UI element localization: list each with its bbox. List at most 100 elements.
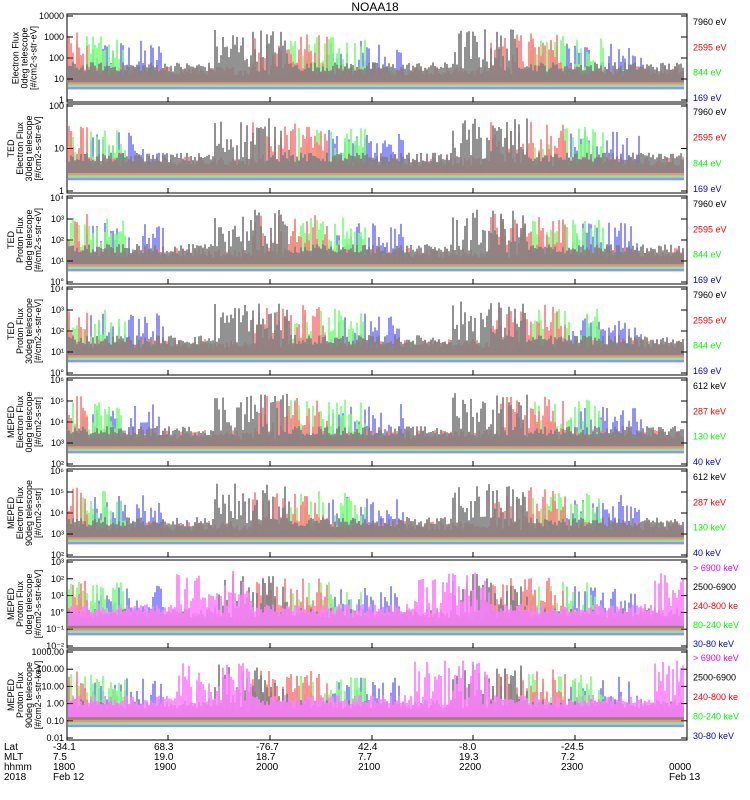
- x-tick-hhmm: 2100: [358, 762, 381, 773]
- y-axis-label: Electron Flux: [15, 122, 25, 175]
- y-axis-label: Electron Flux: [11, 31, 21, 84]
- x-row-label: MLT: [4, 752, 24, 763]
- legend-entry: 169 eV: [693, 93, 722, 103]
- y-axis-label: 0deg telescope: [24, 391, 34, 452]
- x-tick-hhmm: 0000: [669, 762, 692, 773]
- y-tick-label: 10¹: [51, 347, 64, 357]
- y-tick-label: 10²: [51, 235, 64, 245]
- legend-entry: 7960 eV: [693, 107, 727, 117]
- legend-entry: 2595 eV: [693, 224, 727, 234]
- y-tick-label: 10²: [51, 550, 64, 560]
- y-axis-label: [#/cm2-s-str-eV]: [29, 26, 39, 90]
- legend-entry: 30-80 keV: [693, 639, 734, 649]
- y-tick-label: 10³: [51, 305, 64, 315]
- x-tick-lat: -24.5: [561, 742, 584, 753]
- y-axis-label: Electron Flux: [15, 395, 25, 448]
- y-tick-label: 10⁶: [50, 375, 64, 385]
- x-row-label: hhmm: [4, 762, 32, 773]
- legend-entry: 844 eV: [693, 68, 722, 78]
- x-tick-hhmm: 1900: [154, 762, 177, 773]
- x-tick-lat: -34.1: [53, 742, 76, 753]
- legend-entry: 7960 eV: [693, 17, 727, 27]
- x-tick-lat: -8.0: [459, 742, 477, 753]
- y-tick-label: 100: [49, 53, 64, 63]
- y-axis-label: [#/cm2-s-str-eV]: [33, 208, 43, 272]
- y-tick-label: 1.00: [46, 699, 64, 709]
- x-tick-mlt: 19.3: [459, 752, 479, 763]
- y-tick-label: 10: [54, 74, 64, 84]
- x-tick-hhmm: 2200: [459, 762, 482, 773]
- y-axis-label: [#/cm2-s-str]: [33, 397, 43, 447]
- legend-entry: 130 keV: [693, 432, 726, 442]
- x-tick-mlt: 18.7: [256, 752, 276, 763]
- y-tick-label: 10⁻²: [46, 641, 64, 651]
- y-tick-label: 10³: [51, 529, 64, 539]
- legend-entry: 287 keV: [693, 406, 726, 416]
- legend-entry: 2500-6900: [693, 673, 736, 683]
- series-trace: [68, 118, 684, 173]
- y-tick-label: 10⁵: [50, 487, 64, 497]
- y-axis-label: TED: [6, 139, 16, 158]
- y-tick-label: 10.00: [41, 681, 64, 691]
- y-tick-label: 10¹: [51, 256, 64, 266]
- y-tick-label: 10⁻¹: [46, 624, 64, 634]
- series-trace: [68, 301, 684, 356]
- legend-entry: 130 keV: [693, 523, 726, 533]
- x-tick-hhmm: 2300: [561, 762, 584, 773]
- y-tick-label: 10⁴: [50, 284, 64, 294]
- series-trace: [68, 571, 684, 626]
- series-trace: [68, 483, 684, 538]
- y-axis-label: TED: [6, 230, 16, 249]
- y-axis-label: 0deg telescope: [24, 209, 34, 270]
- panel-frame: [66, 559, 688, 649]
- x-tick-mlt: 7.2: [561, 752, 575, 763]
- y-axis-label: 30deg telescope: [24, 298, 34, 364]
- legend-entry: 612 keV: [693, 472, 726, 482]
- y-axis-label: [#/cm2-s-str-keV]: [33, 570, 43, 639]
- legend-entry: 169 eV: [693, 366, 722, 376]
- y-tick-label: 10⁴: [50, 508, 64, 518]
- series-trace: [68, 29, 684, 83]
- x-tick-date: Feb 12: [53, 772, 85, 783]
- x-tick-date: Feb 13: [669, 772, 701, 783]
- y-tick-label: 10⁴: [50, 193, 64, 203]
- y-tick-label: 10⁵: [50, 396, 64, 406]
- x-tick-hhmm: 1800: [53, 762, 76, 773]
- y-axis-label: Proton Flux: [15, 671, 25, 718]
- y-tick-label: 10⁴: [50, 417, 64, 427]
- y-axis-label: [#/cm2-s-str]: [33, 488, 43, 538]
- y-tick-label: 10°: [50, 607, 64, 617]
- legend-entry: > 6900 keV: [693, 563, 739, 573]
- y-axis-label: 0deg telescope: [20, 27, 30, 88]
- chart-title: NOAA18: [351, 0, 399, 14]
- legend-entry: 80-240 keV: [693, 712, 739, 722]
- y-tick-label: 10³: [51, 438, 64, 448]
- y-axis-label: Proton Flux: [15, 307, 25, 354]
- y-tick-label: 10²: [51, 574, 64, 584]
- legend-entry: > 6900 keV: [693, 653, 739, 663]
- x-tick-lat: 42.4: [358, 742, 378, 753]
- legend-entry: 240-800 ke: [693, 692, 738, 702]
- legend-entry: 40 keV: [693, 457, 721, 467]
- legend-entry: 844 eV: [693, 250, 722, 260]
- series-trace: [68, 393, 684, 447]
- legend-entry: 2595 eV: [693, 42, 727, 52]
- y-tick-label: 1000.00: [31, 647, 64, 657]
- y-tick-label: 100: [49, 101, 64, 111]
- y-tick-label: 10³: [51, 214, 64, 224]
- y-axis-label: MEPED: [6, 679, 16, 712]
- legend-entry: 169 eV: [693, 184, 722, 194]
- legend-entry: 844 eV: [693, 341, 722, 351]
- y-tick-label: 10000: [39, 11, 64, 21]
- legend-entry: 7960 eV: [693, 199, 727, 209]
- legend-entry: 169 eV: [693, 275, 722, 285]
- y-tick-label: 10°: [50, 368, 64, 378]
- x-tick-mlt: 7.7: [358, 752, 372, 763]
- x-tick-lat: -76.7: [256, 742, 279, 753]
- y-tick-label: 10¹: [51, 591, 64, 601]
- y-axis-label: 90deg telescope: [24, 662, 34, 728]
- y-axis-label: TED: [6, 321, 16, 340]
- y-axis-label: 90deg telescope: [24, 480, 34, 546]
- legend-entry: 612 keV: [693, 381, 726, 391]
